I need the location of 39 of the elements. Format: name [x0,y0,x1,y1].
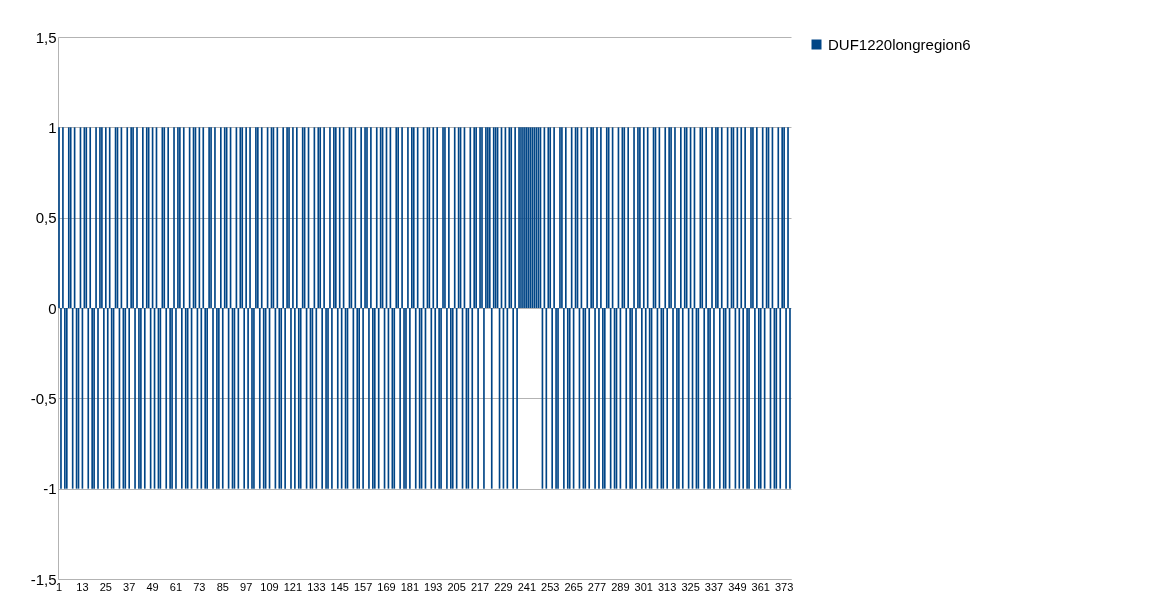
x-tick-label: 361 [751,580,770,593]
x-tick-label: 337 [704,580,724,593]
x-tick-label: 313 [658,580,677,593]
x-tick-label: 277 [587,580,607,593]
x-tick-label: 373 [774,580,794,593]
x-tick-label: 133 [307,580,326,593]
x-tick-label: 265 [564,580,583,593]
x-tick-label: 229 [494,580,513,593]
x-tick-label: 193 [424,580,443,593]
y-tick-label: 1,5 [35,28,57,46]
x-tick-label: 37 [123,580,136,593]
x-tick-label: 61 [169,580,183,593]
x-tick-label: 121 [283,580,303,593]
x-tick-label: 301 [634,580,653,593]
x-tick-label: 85 [216,580,229,593]
x-tick-label: 181 [400,580,420,593]
x-tick-label: 205 [447,580,466,593]
x-tick-label: 241 [517,580,537,593]
x-tick-label: 253 [541,580,560,593]
x-tick-label: 217 [470,580,490,593]
x-tick-label: 145 [330,580,349,593]
y-tick-label: -1 [43,480,57,498]
x-tick-label: 349 [728,580,747,593]
x-tick-label: 289 [611,580,630,593]
x-tick-label: 97 [240,580,253,593]
x-tick-label: 25 [99,580,112,593]
y-tick-label: 1 [48,118,57,136]
x-tick-label: 157 [353,580,373,593]
x-tick-label: 169 [377,580,396,593]
x-tick-label: 49 [146,580,159,593]
legend-label: DUF1220longregion6 [828,35,971,53]
y-tick-label: 0,5 [35,209,57,227]
y-tick-label: -1,5 [30,570,57,588]
x-tick-label: 325 [681,580,700,593]
y-tick-label: 0 [48,299,57,317]
x-tick-label: 13 [76,580,89,593]
x-tick-label: 109 [260,580,279,593]
x-tick-label: 73 [193,580,206,593]
y-tick-label: -0,5 [30,389,57,407]
